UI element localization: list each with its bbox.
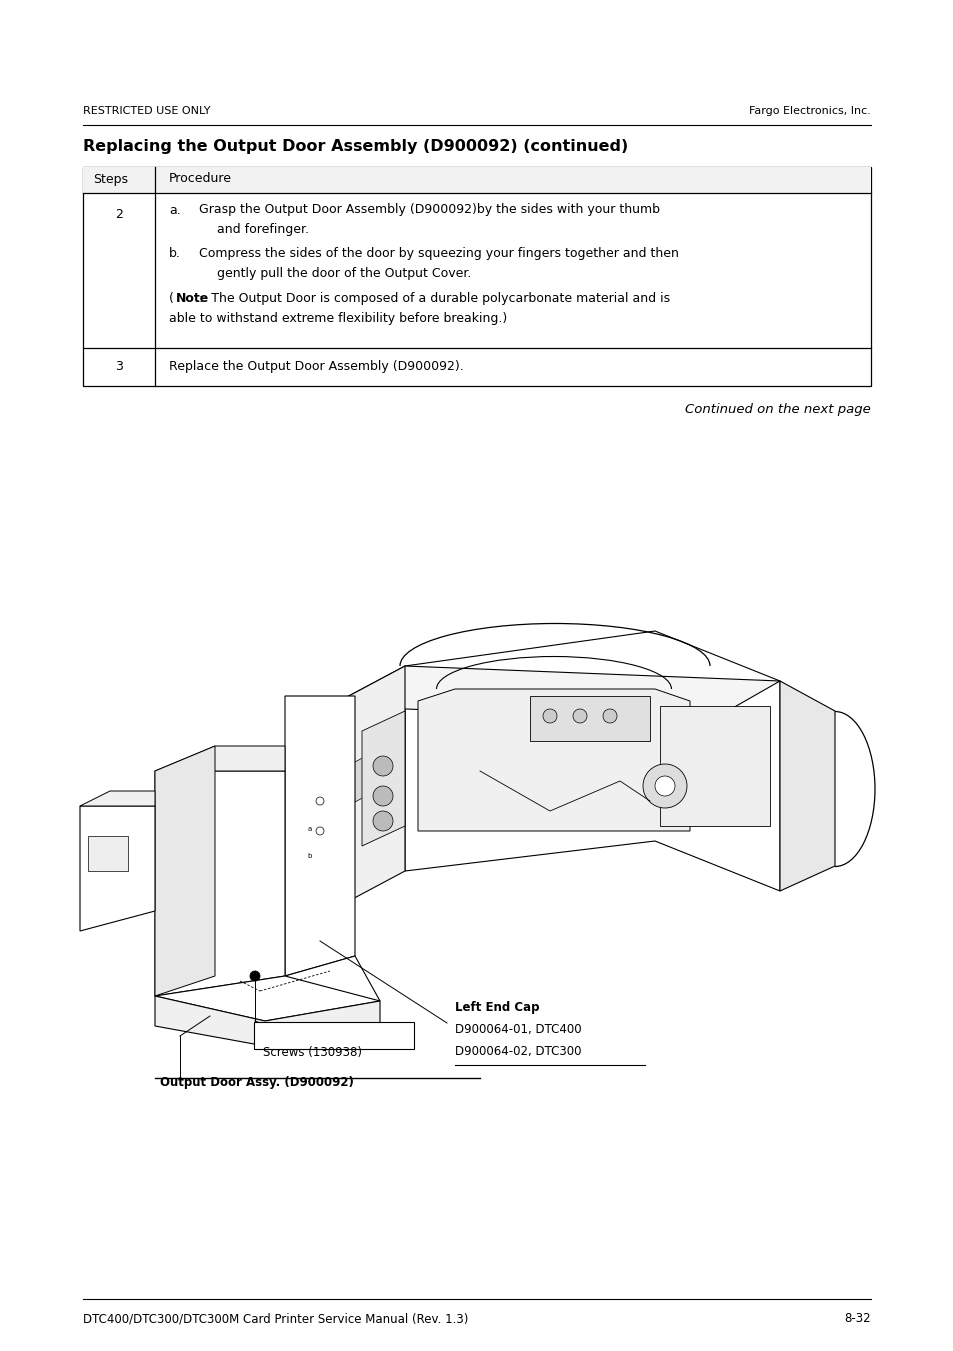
Circle shape bbox=[602, 709, 617, 723]
Circle shape bbox=[315, 827, 324, 835]
Text: Output Door Assy. (D900092): Output Door Assy. (D900092) bbox=[160, 1075, 354, 1089]
Polygon shape bbox=[154, 771, 285, 996]
Bar bbox=[659, 707, 769, 825]
Text: Note: Note bbox=[175, 292, 209, 305]
Text: Steps: Steps bbox=[92, 173, 128, 185]
Polygon shape bbox=[154, 996, 379, 1046]
Polygon shape bbox=[154, 746, 214, 996]
Bar bbox=[88, 836, 128, 871]
Text: Screws (130938): Screws (130938) bbox=[263, 1046, 361, 1059]
Text: b.: b. bbox=[169, 247, 181, 261]
Text: 3: 3 bbox=[115, 359, 123, 373]
Polygon shape bbox=[405, 631, 780, 892]
Text: RESTRICTED USE ONLY: RESTRICTED USE ONLY bbox=[83, 107, 211, 116]
Text: Continued on the next page: Continued on the next page bbox=[684, 404, 870, 416]
Text: and forefinger.: and forefinger. bbox=[216, 223, 309, 236]
Circle shape bbox=[315, 797, 324, 805]
Circle shape bbox=[250, 971, 260, 981]
Polygon shape bbox=[330, 666, 405, 911]
Circle shape bbox=[573, 709, 586, 723]
Polygon shape bbox=[80, 790, 154, 807]
Text: Fargo Electronics, Inc.: Fargo Electronics, Inc. bbox=[748, 107, 870, 116]
Text: Left End Cap: Left End Cap bbox=[455, 1001, 539, 1015]
Polygon shape bbox=[80, 807, 154, 931]
Circle shape bbox=[542, 709, 557, 723]
Circle shape bbox=[642, 765, 686, 808]
Circle shape bbox=[373, 811, 393, 831]
Text: Procedure: Procedure bbox=[169, 173, 232, 185]
Text: Compress the sides of the door by squeezing your fingers together and then: Compress the sides of the door by squeez… bbox=[199, 247, 679, 261]
Circle shape bbox=[373, 757, 393, 775]
Text: DTC400/DTC300/DTC300M Card Printer Service Manual (Rev. 1.3): DTC400/DTC300/DTC300M Card Printer Servi… bbox=[83, 1312, 468, 1325]
Polygon shape bbox=[780, 681, 834, 892]
Text: 2: 2 bbox=[115, 208, 123, 222]
Polygon shape bbox=[530, 696, 649, 740]
Polygon shape bbox=[265, 957, 379, 1021]
Circle shape bbox=[373, 786, 393, 807]
Polygon shape bbox=[154, 746, 285, 771]
Text: D900064-01, DTC400: D900064-01, DTC400 bbox=[455, 1023, 581, 1036]
Text: Replacing the Output Door Assembly (D900092) (continued): Replacing the Output Door Assembly (D900… bbox=[83, 139, 628, 154]
Polygon shape bbox=[361, 711, 405, 846]
Polygon shape bbox=[417, 689, 689, 831]
Bar bbox=[83, 168, 870, 192]
Text: a: a bbox=[308, 825, 312, 832]
Text: b: b bbox=[308, 852, 312, 859]
Text: gently pull the door of the Output Cover.: gently pull the door of the Output Cover… bbox=[216, 267, 471, 280]
Bar bbox=[83, 168, 870, 385]
Text: Replace the Output Door Assembly (D900092).: Replace the Output Door Assembly (D90009… bbox=[169, 359, 463, 373]
Polygon shape bbox=[330, 666, 780, 721]
Polygon shape bbox=[337, 746, 385, 811]
Text: 8-32: 8-32 bbox=[843, 1312, 870, 1325]
Text: a.: a. bbox=[169, 204, 180, 216]
Text: (: ( bbox=[169, 292, 173, 305]
Circle shape bbox=[655, 775, 675, 796]
Polygon shape bbox=[285, 696, 355, 975]
Text: Grasp the Output Door Assembly (D900092)by the sides with your thumb: Grasp the Output Door Assembly (D900092)… bbox=[199, 204, 659, 216]
Text: D900064-02, DTC300: D900064-02, DTC300 bbox=[455, 1046, 581, 1058]
Text: :  The Output Door is composed of a durable polycarbonate material and is: : The Output Door is composed of a durab… bbox=[199, 292, 669, 305]
FancyBboxPatch shape bbox=[253, 1021, 414, 1048]
Polygon shape bbox=[154, 975, 379, 1021]
Text: able to withstand extreme flexibility before breaking.): able to withstand extreme flexibility be… bbox=[169, 312, 507, 324]
